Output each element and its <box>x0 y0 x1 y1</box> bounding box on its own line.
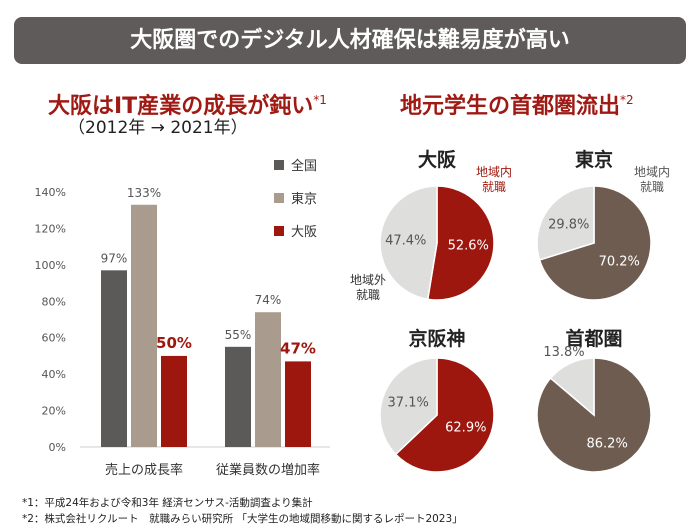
legend-swatch <box>274 193 284 203</box>
bar-data-label: 97% <box>101 251 128 265</box>
legend-label: 全国 <box>291 158 317 174</box>
bar <box>255 312 281 447</box>
bar-data-label: 55% <box>225 328 252 342</box>
y-tick-label: 60% <box>42 332 66 345</box>
pie-value-label: 29.8% <box>548 217 589 232</box>
page-banner: 大阪圏でのデジタル人材確保は難易度が高い <box>14 17 686 64</box>
bar <box>285 361 311 447</box>
bar-data-label: 47% <box>280 339 316 357</box>
tokyo-local-label: 地域内就職 <box>634 165 670 194</box>
y-tick-label: 100% <box>35 259 66 272</box>
pie-value-label: 86.2% <box>587 436 628 451</box>
pie-slice <box>549 357 595 417</box>
bar-data-label: 74% <box>255 293 282 307</box>
bar <box>131 204 157 447</box>
pie-slice <box>538 185 652 301</box>
pie-value-label: 70.2% <box>599 255 640 270</box>
x-category-label: 従業員数の増加率 <box>216 462 320 478</box>
pie-title: 東京 <box>575 148 613 171</box>
bar-data-label: 133% <box>127 186 161 200</box>
pie-section-title-mark: *2 <box>620 93 634 107</box>
y-tick-label: 20% <box>42 405 66 418</box>
osaka-local-label: 地域内就職 <box>476 165 512 194</box>
pie-value-label: 37.1% <box>388 396 429 411</box>
pie-slice <box>394 357 495 473</box>
y-tick-label: 80% <box>42 295 66 308</box>
footnote-1: *1：平成24年および令和3年 経済センサス-活動調査より集計 <box>22 497 313 509</box>
legend-swatch <box>274 160 284 170</box>
pie-value-label: 13.8% <box>543 345 584 360</box>
pie-value-label: 52.6% <box>448 239 489 254</box>
y-tick-label: 120% <box>35 222 66 235</box>
bar-chart-title-text: 大阪はIT産業の成長が鈍い <box>48 94 314 119</box>
pie-section-title-text: 地元学生の首都圏流出 <box>400 94 621 119</box>
legend-label: 大阪 <box>291 225 317 240</box>
bar-chart-subtitle: （2012年 → 2021年） <box>68 118 248 138</box>
x-category-label: 売上の成長率 <box>105 462 183 478</box>
pie-slice <box>536 185 595 261</box>
pie-slice <box>426 185 495 301</box>
pie-value-label: 62.9% <box>445 420 486 435</box>
osaka-outside-label: 地域外就職 <box>350 273 386 302</box>
pie-title: 大阪 <box>418 148 457 171</box>
bar-chart-title-mark: *1 <box>313 93 327 107</box>
legend-label: 東京 <box>291 191 317 207</box>
bar-chart-title: 大阪はIT産業の成長が鈍い*1 <box>48 86 358 121</box>
pie-slice <box>379 357 438 456</box>
bar <box>225 346 251 447</box>
pie-title: 京阪神 <box>408 327 465 350</box>
legend-swatch <box>274 226 284 236</box>
pie-section-title: 地元学生の首都圏流出*2 <box>400 86 680 121</box>
footnote-2: *2：株式会社リクルート 就職みらい研究所 「大学生の地域間移動に関するレポート… <box>22 513 463 525</box>
bar <box>161 355 187 447</box>
pie-slice <box>379 185 438 301</box>
y-tick-label: 40% <box>42 368 66 381</box>
banner-title: 大阪圏でのデジタル人材確保は難易度が高い <box>130 28 570 53</box>
bar <box>101 270 127 447</box>
pie-value-label: 47.4% <box>385 233 426 248</box>
bar-data-label: 50% <box>156 334 192 352</box>
y-tick-label: 0% <box>49 441 66 454</box>
y-tick-label: 140% <box>35 186 66 199</box>
pie-title: 首都圏 <box>565 327 622 350</box>
